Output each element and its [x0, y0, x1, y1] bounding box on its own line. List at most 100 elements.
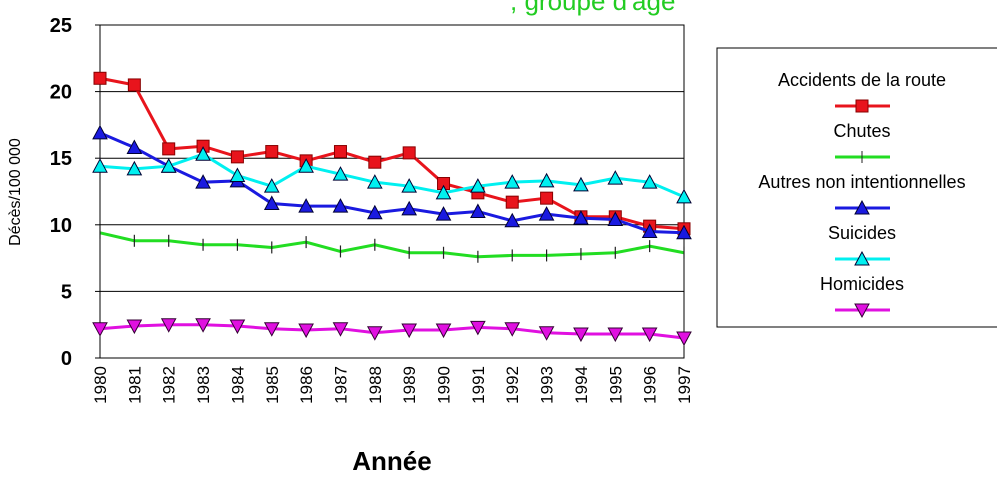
- legend-marker: [854, 199, 870, 215]
- point: [435, 184, 452, 200]
- x-tick-label: 1989: [400, 366, 419, 404]
- point: [93, 71, 107, 85]
- point: [92, 322, 108, 337]
- point: [263, 322, 280, 337]
- point: [401, 200, 418, 216]
- x-tick-label: 1983: [194, 366, 213, 404]
- y-tick-label: 10: [50, 215, 72, 237]
- point: [265, 145, 279, 159]
- point: [366, 326, 383, 341]
- point: [607, 327, 624, 343]
- point: [368, 155, 382, 169]
- point: [676, 188, 692, 204]
- legend-label: Autres non intentionnelles: [758, 172, 965, 192]
- point: [332, 198, 349, 213]
- legend-marker: [854, 250, 870, 266]
- legend-label: Homicides: [820, 274, 904, 294]
- point: [263, 178, 280, 193]
- point: [195, 146, 211, 161]
- y-axis-title: Décès/100 000: [7, 138, 24, 246]
- x-axis-title: Année: [352, 446, 431, 476]
- y-tick-label: 20: [50, 82, 72, 104]
- point: [263, 195, 280, 210]
- x-tick-label: 1980: [91, 366, 110, 404]
- legend-box: [716, 47, 997, 328]
- legend-label: Suicides: [828, 223, 896, 243]
- point: [573, 327, 589, 343]
- point: [162, 142, 176, 156]
- point: [573, 210, 589, 225]
- x-tick-label: 1988: [366, 366, 385, 404]
- point: [298, 323, 314, 339]
- point: [332, 322, 349, 337]
- point: [470, 320, 486, 336]
- y-tick-label: 5: [61, 281, 72, 303]
- x-tick-label: 1994: [572, 366, 591, 404]
- x-tick-label: 1991: [469, 366, 488, 404]
- point: [126, 160, 143, 176]
- legend-marker: [855, 99, 869, 113]
- point: [538, 326, 555, 341]
- point: [126, 319, 143, 335]
- point: [298, 158, 314, 173]
- x-tick-label: 1987: [331, 366, 350, 404]
- point: [540, 191, 554, 205]
- point: [401, 178, 418, 193]
- y-tick-label: 0: [61, 348, 72, 370]
- point: [435, 323, 452, 339]
- point: [195, 174, 211, 189]
- point: [366, 204, 383, 220]
- point: [160, 318, 177, 333]
- point: [435, 206, 452, 221]
- legend-label: Accidents de la route: [778, 70, 946, 90]
- x-tick-label: 1985: [263, 366, 282, 404]
- legend-marker: [854, 303, 870, 319]
- point: [92, 158, 108, 173]
- point: [298, 198, 314, 213]
- x-tick-label: 1995: [606, 366, 625, 404]
- point: [641, 174, 658, 189]
- point: [127, 78, 141, 92]
- point: [641, 223, 658, 238]
- point: [229, 319, 246, 335]
- point: [401, 323, 418, 339]
- x-tick-label: 1986: [297, 366, 316, 404]
- point: [470, 178, 486, 193]
- chart-title: , groupe d'âge: [510, 0, 675, 16]
- x-tick-label: 1992: [503, 366, 522, 404]
- point: [504, 212, 521, 228]
- plot-area: [100, 25, 684, 358]
- x-tick-label: 1981: [125, 366, 144, 404]
- y-tick-label: 15: [50, 148, 72, 170]
- x-tick-label: 1993: [538, 366, 557, 404]
- point: [230, 150, 244, 164]
- point: [195, 318, 211, 333]
- y-tick-label: 25: [50, 15, 72, 37]
- point: [402, 146, 416, 160]
- series-line: [99, 131, 685, 235]
- point: [366, 174, 383, 189]
- point: [504, 322, 521, 337]
- point: [676, 224, 692, 240]
- point: [538, 172, 555, 188]
- x-tick-label: 1990: [435, 366, 454, 404]
- x-tick-label: 1982: [160, 366, 179, 404]
- point: [676, 331, 692, 347]
- series-line: [99, 231, 685, 259]
- point: [160, 158, 177, 173]
- point: [229, 167, 246, 183]
- point: [607, 170, 624, 185]
- point: [607, 211, 624, 226]
- point: [538, 206, 555, 221]
- x-tick-label: 1997: [675, 366, 694, 404]
- x-tick-label: 1984: [228, 366, 247, 404]
- legend-label: Chutes: [833, 121, 890, 141]
- series-line: [99, 152, 685, 199]
- point: [573, 176, 589, 192]
- x-tick-label: 1996: [641, 366, 660, 404]
- point: [641, 327, 658, 343]
- point: [332, 166, 349, 181]
- series-line: [99, 323, 685, 340]
- point: [470, 203, 486, 218]
